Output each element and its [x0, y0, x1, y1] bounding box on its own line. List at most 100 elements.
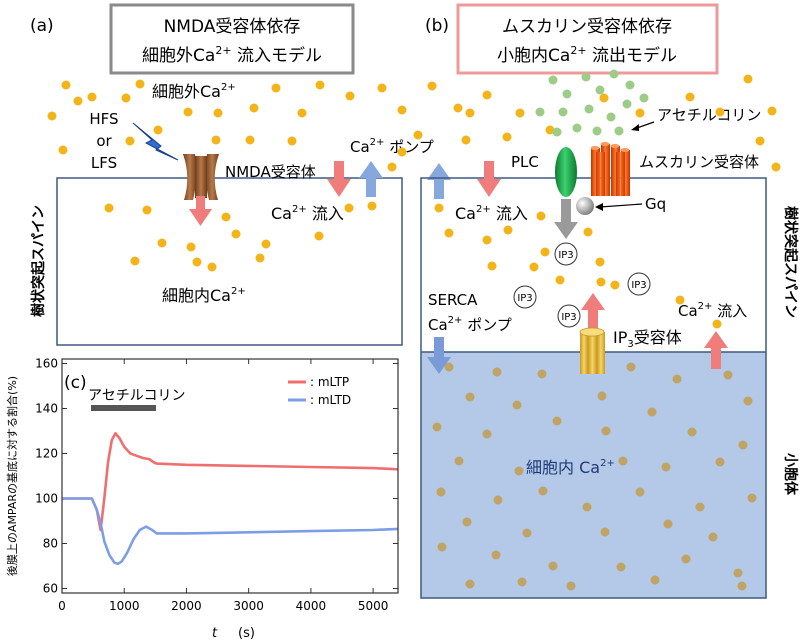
- gq-icon: [576, 197, 594, 215]
- lightning-icon: [132, 122, 179, 161]
- series-mltp-line: [62, 432, 399, 532]
- y-tick-label: 60: [43, 582, 58, 596]
- er-label: 小胞体: [782, 453, 799, 496]
- er-calcium-dot: [695, 502, 705, 512]
- ip3-receptor-icon: [579, 327, 605, 374]
- acetylcholine-dot: [558, 107, 568, 117]
- acetylcholine-dot: [562, 89, 572, 99]
- er-calcium-dot: [661, 462, 671, 472]
- acetylcholine-dot: [614, 126, 624, 136]
- panel-b-title-line2: 小胞内Ca2+ 流出モデル: [497, 44, 677, 66]
- er-calcium-dot: [462, 517, 472, 527]
- calcium-ion-dot: [73, 96, 83, 106]
- calcium-ion-dot: [135, 79, 145, 89]
- calcium-ion-dot: [211, 135, 221, 145]
- ca-influx-label-right: Ca2+ 流入: [678, 301, 747, 320]
- ca-influx-arrow-b: [477, 161, 501, 197]
- er-calcium-dot: [522, 528, 532, 538]
- calcium-ion-dot: [255, 253, 265, 263]
- calcium-ion-dot: [125, 136, 135, 146]
- calcium-ion-dot: [183, 107, 193, 117]
- y-tick-label: 100: [35, 492, 58, 506]
- calcium-ion-dot: [367, 201, 377, 211]
- stimulus-or: or: [96, 132, 112, 150]
- calcium-ion-dot: [503, 225, 513, 235]
- calcium-ion-dot: [536, 211, 546, 221]
- calcium-ion-dot: [583, 227, 593, 237]
- er-calcium-dot: [582, 502, 592, 512]
- calcium-ion-dot: [245, 135, 255, 145]
- svg-text:IP3: IP3: [517, 293, 532, 304]
- serca-pump-label: Ca2+ ポンプ: [428, 315, 512, 334]
- calcium-ion-dot: [555, 275, 565, 285]
- chart-panel-label: (c): [64, 373, 87, 393]
- er-calcium-dot: [672, 374, 682, 384]
- x-tick-label: 4000: [296, 599, 327, 613]
- er-calcium-dot: [733, 568, 743, 578]
- y-tick-label: 120: [35, 447, 58, 461]
- er-calcium-dot: [618, 456, 628, 466]
- acetylcholine-bar: [91, 405, 156, 411]
- calcium-ion-dot: [377, 83, 387, 93]
- calcium-ion-dot: [397, 147, 407, 157]
- panel-b-label: (b): [425, 16, 449, 36]
- acetylcholine-dot: [552, 127, 562, 137]
- calcium-ion-dot: [515, 108, 525, 118]
- calcium-ion-dot: [121, 93, 131, 103]
- muscarinic-label: ムスカリン受容体: [639, 153, 759, 171]
- calcium-ion-dot: [453, 103, 463, 113]
- acetylcholine-dot: [548, 75, 558, 85]
- intracellular-ca-label: 細胞内Ca2+: [162, 286, 246, 305]
- er-calcium-dot: [723, 370, 733, 380]
- svg-text:IP3: IP3: [558, 250, 573, 261]
- acetylcholine-dot: [592, 126, 602, 136]
- gq-pointer: [599, 203, 643, 208]
- extracellular-ca-label: 細胞外Ca2+: [152, 82, 236, 101]
- acetylcholine-dot: [572, 123, 582, 133]
- er-calcium-dot: [681, 554, 691, 564]
- er-calcium-dot: [601, 426, 611, 436]
- er-calcium-dot: [432, 422, 442, 432]
- acetylcholine-dot: [625, 80, 635, 90]
- calcium-ion-dot: [712, 319, 722, 329]
- gq-pointer-head: [595, 203, 603, 211]
- calcium-ion-dot: [231, 229, 241, 239]
- calcium-ion-dot: [314, 231, 324, 241]
- stimulus-label: HFS or LFS: [89, 110, 118, 172]
- calcium-ion-dot: [482, 90, 492, 100]
- calcium-ion-dot: [157, 238, 167, 248]
- serca-arrow: [427, 337, 451, 374]
- acetylcholine-dot: [584, 104, 594, 114]
- er-calcium-dot: [743, 396, 753, 406]
- calcium-ion-dot: [142, 205, 152, 215]
- gq-label: Gq: [645, 195, 666, 213]
- calcium-ion-dot: [685, 92, 695, 102]
- er-calcium-dot: [465, 392, 475, 402]
- er-intracellular-ca-label: 細胞内 Ca2+: [526, 458, 615, 477]
- acetylcholine-pointer-head: [631, 124, 639, 131]
- calcium-ion-dot: [344, 203, 354, 213]
- er-calcium-dot: [482, 429, 492, 439]
- panel-b-title-line1: ムスカリン受容体依存: [502, 17, 672, 37]
- er-calcium-dot: [647, 407, 657, 417]
- calcium-ion-dot: [743, 74, 753, 84]
- calcium-ion-dot: [413, 130, 423, 140]
- x-tick-label: 1000: [109, 599, 140, 613]
- er-calcium-dot: [747, 493, 757, 503]
- calcium-ion-dot: [755, 136, 765, 146]
- calcium-ion-dot: [130, 256, 140, 266]
- ip3-molecule: IP3: [557, 304, 581, 328]
- calcium-ion-dot: [767, 106, 777, 116]
- chart-axes: 0 1000 2000 3000 4000 5000 60 80 100 120 140 160: [35, 357, 398, 613]
- calcium-ion-dot: [599, 93, 609, 103]
- er-calcium-dot: [436, 487, 446, 497]
- acetylcholine-dot: [581, 72, 591, 82]
- y-tick-label: 80: [43, 537, 58, 551]
- ion-dots: [47, 69, 781, 591]
- calcium-ion-dot: [461, 135, 471, 145]
- calcium-ion-dot: [540, 247, 550, 257]
- calcium-ion-dot: [387, 162, 397, 172]
- acetylcholine-dot: [609, 69, 619, 79]
- calcium-ion-dot: [186, 242, 196, 252]
- calcium-ion-dot: [271, 83, 281, 93]
